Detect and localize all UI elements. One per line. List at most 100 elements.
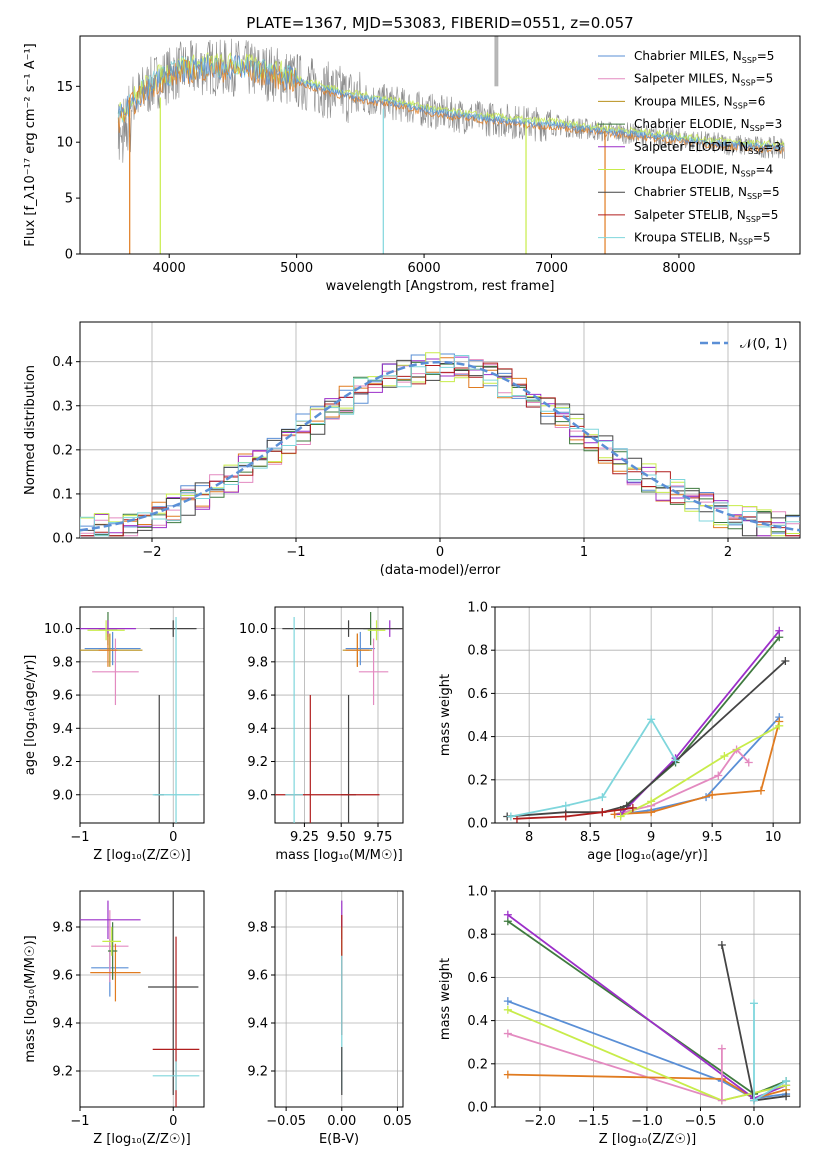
x-axis-label: wavelength [Angstrom, rest frame] [326,279,555,294]
x-axis-label: E(B-V) [319,1132,359,1147]
x-tick-label: 9.5 [702,830,723,845]
y-tick-label: 9.6 [247,969,268,984]
y-axis-label: Flux [f_λ10⁻¹⁷ erg cm⁻² s⁻¹ A⁻¹] [23,43,38,247]
y-axis-label: Normed distribution [23,365,38,495]
x-tick-label: −1.0 [631,1114,663,1129]
mass-weight-marker [708,790,717,799]
figure-title: PLATE=1367, MJD=53083, FIBERID=0551, z=0… [246,14,633,32]
mass-weight-marker [503,910,512,919]
mass-weight-marker [616,812,625,821]
y-tick-label: 0.4 [467,730,488,745]
mass-weight-marker [782,1092,791,1101]
x-tick-label: 0 [169,1114,177,1129]
age_vs_mass-chart: 9.25 9.50 9.75 9.0 9.2 9.4 9.6 9.8 10.0 mass [log… [239,606,404,863]
massweight_vs_Z-chart: −2.0 −1.5 −1.0 −0.5 0.0 0.0 0.2 0.4 0.6 0.8 1.0 Z [… [438,885,801,1147]
age_vs_Z-chart: −1 0 9.0 9.2 9.4 9.6 9.8 10.0 Z [log₁₀(Z/Z☉)] age… [23,606,205,863]
axes-frame [274,606,404,824]
axes-frame [79,321,801,539]
legend-entry: Salpeter MILES, NSSP=5 [634,72,773,88]
mass-weight-marker [506,812,515,821]
mass-weight-line [620,725,780,818]
mass-weight-marker [647,797,656,806]
mass-weight-marker [647,808,656,817]
mass-weight-line [516,807,634,820]
axes-frame [79,606,205,824]
y-tick-label: 0 [65,248,73,263]
mass-weight-marker [744,758,753,767]
y-axis-label: mass [log₁₀(M/M☉)] [23,935,38,1062]
legend-entry: Salpeter ELODIE, NSSP=3 [634,140,781,156]
y-tick-label: 9.2 [247,755,268,770]
x-axis-label: Z [log₁₀(Z/Z☉)] [599,1132,696,1147]
mass_vs_Z-chart: −1 0 9.2 9.4 9.6 9.8 Z [log₁₀(Z/Z☉)] mass [log₁… [23,890,205,1147]
x-axis-label: mass [log₁₀(M/M☉)] [275,848,402,863]
x-tick-label: 0 [169,830,177,845]
y-tick-label: 9.6 [52,969,73,984]
y-tick-label: 5 [65,192,73,207]
normal-curve [80,360,800,532]
mass-weight-line [507,660,787,818]
spectrum-model-line [117,54,785,151]
x-tick-label: −0.5 [685,1114,717,1129]
legend-entry: Kroupa MILES, NSSP=6 [634,94,765,110]
y-tick-label: 9.8 [52,655,73,670]
y-tick-label: 9.2 [52,1065,73,1080]
axes-frame [494,606,801,824]
y-tick-label: 0.0 [52,532,73,547]
y-tick-label: 0.2 [467,1057,488,1072]
y-tick-label: 0.4 [467,1014,488,1029]
x-tick-label: −1 [286,545,305,560]
x-tick-label: −1.5 [578,1114,610,1129]
spectrum-chart: 4000 5000 6000 7000 8000 0 5 10 15 wavelength [An… [23,35,801,294]
legend-entry: Kroupa STELIB, NSSP=5 [634,231,771,247]
mass-weight-marker [717,941,726,949]
legend-entry: Chabrier ELODIE, NSSP=3 [634,117,782,133]
y-axis-label: age [log₁₀(age/yr)] [23,655,38,776]
x-tick-label: 8 [525,830,533,845]
y-tick-label: 9.8 [52,921,73,936]
mass-weight-marker [749,999,758,1008]
y-axis-label: mass weight [438,958,453,1040]
axes-frame [79,35,801,255]
y-tick-label: 0.2 [52,443,73,458]
x-tick-label: 0.05 [383,1114,412,1129]
x-tick-label: −0.05 [266,1114,306,1129]
y-tick-label: 0.8 [467,644,488,659]
y-tick-label: 0.0 [467,817,488,832]
y-tick-label: 0.6 [467,687,488,702]
y-tick-label: 10.0 [44,622,73,637]
x-axis-label: Z [log₁₀(Z/Z☉)] [93,848,190,863]
spectrum-model-line [117,57,785,155]
x-tick-label: 1 [580,545,588,560]
mass-weight-marker [756,786,765,795]
mass-weight-marker [749,1096,758,1105]
x-tick-label: 6000 [408,261,441,276]
mass-weight-marker [782,1077,791,1086]
mass_vs_ebv-chart: −0.05 0.00 0.05 9.2 9.4 9.6 9.8 E(B-V) [247,890,412,1147]
y-tick-label: 9.0 [52,788,73,803]
x-tick-label: 8.5 [580,830,601,845]
mass-weight-marker [503,1029,512,1038]
x-axis-label: Z [log₁₀(Z/Z☉)] [93,1132,190,1147]
x-tick-label: 9.50 [327,830,356,845]
y-tick-label: 10.0 [239,622,268,637]
x-tick-label: −2 [142,545,161,560]
mass-weight-marker [775,626,784,635]
y-tick-label: 9.2 [247,1065,268,1080]
mass-weight-marker [775,721,784,730]
y-tick-label: 0.3 [52,399,73,414]
x-tick-label: 7000 [535,261,568,276]
y-tick-label: 1.0 [467,601,488,616]
x-axis-label: (data-model)/error [380,563,501,578]
x-tick-label: 4000 [153,261,186,276]
y-tick-label: 9.0 [247,788,268,803]
mass-weight-marker [628,803,637,812]
mass-weight-marker [598,793,607,802]
y-tick-label: 0.2 [467,773,488,788]
y-tick-label: 9.2 [52,755,73,770]
axes-frame [79,890,205,1108]
mass-weight-marker [561,812,570,821]
axes-frame [274,890,404,1108]
x-tick-label: 9.75 [364,830,393,845]
